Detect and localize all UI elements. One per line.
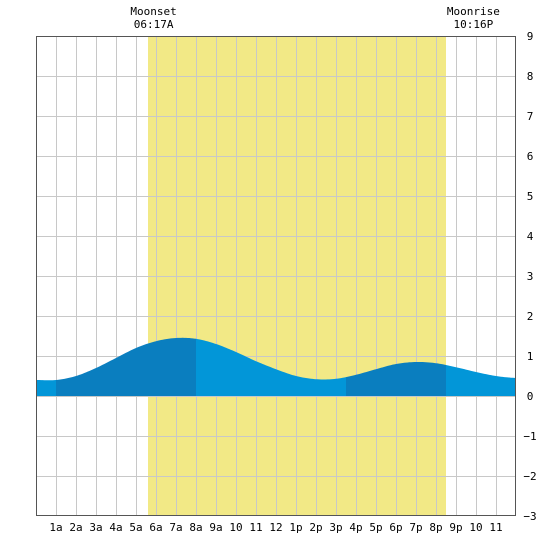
tide-area-rising <box>346 361 446 396</box>
y-tick-label: −3 <box>523 510 536 523</box>
moon-event-time: 06:17A <box>134 18 174 31</box>
x-tick-label: 5p <box>369 521 382 534</box>
x-tick-label: 8a <box>189 521 202 534</box>
x-tick-label: 2p <box>309 521 322 534</box>
y-tick-label: 8 <box>527 70 534 83</box>
y-tick-label: 5 <box>527 190 534 203</box>
x-tick-label: 9p <box>449 521 462 534</box>
x-tick-label: 11 <box>489 521 502 534</box>
x-tick-label: 4p <box>349 521 362 534</box>
y-tick-label: −1 <box>523 430 536 443</box>
y-tick-label: −2 <box>523 470 536 483</box>
y-tick-label: 3 <box>527 270 534 283</box>
y-tick-labels: −3 −2 −1 0 1 2 3 4 5 6 7 8 9 <box>523 30 536 523</box>
x-tick-label: 4a <box>109 521 122 534</box>
y-tick-label: 4 <box>527 230 534 243</box>
y-tick-label: 1 <box>527 350 534 363</box>
x-tick-label: 10 <box>469 521 482 534</box>
x-tick-label: 6p <box>389 521 402 534</box>
x-tick-labels: 1a 2a 3a 4a 5a 6a 7a 8a 9a 10 11 12 1p 2p 3p 4p 5p 6p 7p 8p… <box>49 521 502 534</box>
x-tick-label: 7p <box>409 521 422 534</box>
moon-event-name: Moonrise <box>447 5 500 18</box>
moon-event-time: 10:16P <box>454 18 494 31</box>
tide-area-layer <box>36 337 516 396</box>
x-tick-label: 6a <box>149 521 162 534</box>
y-tick-label: 0 <box>527 390 534 403</box>
tide-area-rising <box>56 337 196 396</box>
x-tick-label: 1a <box>49 521 62 534</box>
y-tick-label: 2 <box>527 310 534 323</box>
x-tick-label: 3p <box>329 521 342 534</box>
x-tick-label: 12 <box>269 521 282 534</box>
plot-frame <box>36 36 516 516</box>
x-tick-label: 8p <box>429 521 442 534</box>
x-tick-label: 10 <box>229 521 242 534</box>
x-tick-label: 3a <box>89 521 102 534</box>
y-tick-label: 6 <box>527 150 534 163</box>
y-tick-label: 7 <box>527 110 534 123</box>
y-tick-label: 9 <box>527 30 534 43</box>
tide-area-falling <box>36 380 56 396</box>
x-tick-label: 7a <box>169 521 182 534</box>
x-tick-label: 5a <box>129 521 142 534</box>
x-tick-label: 11 <box>249 521 262 534</box>
plot-frame-layer <box>36 36 516 516</box>
x-tick-label: 2a <box>69 521 82 534</box>
moon-event-name: Moonset <box>130 5 176 18</box>
tide-area-falling <box>196 338 346 396</box>
grid-layer <box>36 36 516 516</box>
x-tick-label: 1p <box>289 521 302 534</box>
x-tick-label: 9a <box>209 521 222 534</box>
tide-area-falling <box>446 364 516 396</box>
